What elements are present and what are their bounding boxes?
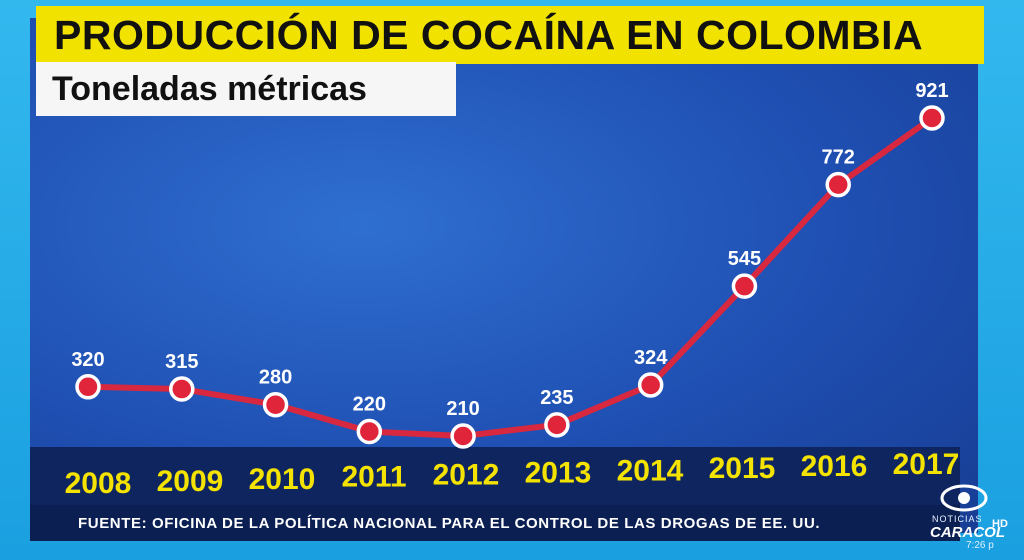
- data-label-2013: 235: [540, 387, 573, 409]
- data-label-2016: 772: [822, 147, 855, 169]
- title-banner: PRODUCCIÓN DE COCAÍNA EN COLOMBIA: [36, 6, 984, 64]
- source-band: FUENTE: OFICINA DE LA POLÍTICA NACIONAL …: [30, 505, 960, 541]
- data-point-2010: [262, 391, 289, 418]
- on-screen-time: 7:26 p: [966, 540, 994, 551]
- data-label-2009: 315: [165, 351, 198, 373]
- series-line: [87, 115, 934, 439]
- data-point-2017: [919, 105, 945, 131]
- data-point-2008: [75, 374, 101, 400]
- data-point-2016: [825, 171, 851, 198]
- logo-hd: HD: [992, 518, 1008, 530]
- year-axis-band: [30, 447, 960, 507]
- logo-small-text: NOTICIAS: [932, 514, 983, 524]
- data-point-2015: [731, 273, 758, 299]
- eye-logo-icon: [940, 484, 988, 512]
- year-label-2010: 2010: [249, 463, 316, 496]
- data-point-2013: [544, 412, 570, 438]
- broadcaster-logo: NOTICIAS CARACOL HD 7:26 p: [928, 484, 1024, 554]
- year-label-2014: 2014: [617, 454, 684, 487]
- data-label-2010: 280: [259, 367, 292, 389]
- year-label-2016: 2016: [801, 450, 868, 483]
- year-label-2008: 2008: [65, 467, 132, 500]
- year-label-2013: 2013: [525, 456, 592, 489]
- data-label-2011: 220: [353, 394, 386, 416]
- year-label-2012: 2012: [433, 459, 500, 492]
- data-point-2009: [169, 376, 195, 402]
- data-label-2008: 320: [71, 349, 104, 371]
- logo-name: CARACOL: [930, 524, 1005, 541]
- year-label-2015: 2015: [709, 452, 776, 485]
- source-note: FUENTE: OFICINA DE LA POLÍTICA NACIONAL …: [78, 514, 821, 532]
- data-label-2017: 921: [915, 80, 948, 102]
- data-label-2012: 210: [446, 398, 479, 420]
- year-label-2017: 2017: [893, 448, 960, 481]
- year-label-2011: 2011: [341, 461, 406, 494]
- chart-subtitle: Toneladas métricas: [52, 69, 367, 108]
- data-label-2015: 545: [728, 248, 761, 270]
- chart-title: PRODUCCIÓN DE COCAÍNA EN COLOMBIA: [54, 11, 924, 58]
- year-label-2009: 2009: [157, 465, 224, 498]
- subtitle-banner: Toneladas métricas: [36, 62, 456, 116]
- data-point-2014: [637, 372, 664, 398]
- data-point-2012: [450, 423, 476, 449]
- data-label-2014: 324: [634, 347, 668, 369]
- data-point-2011: [356, 418, 383, 445]
